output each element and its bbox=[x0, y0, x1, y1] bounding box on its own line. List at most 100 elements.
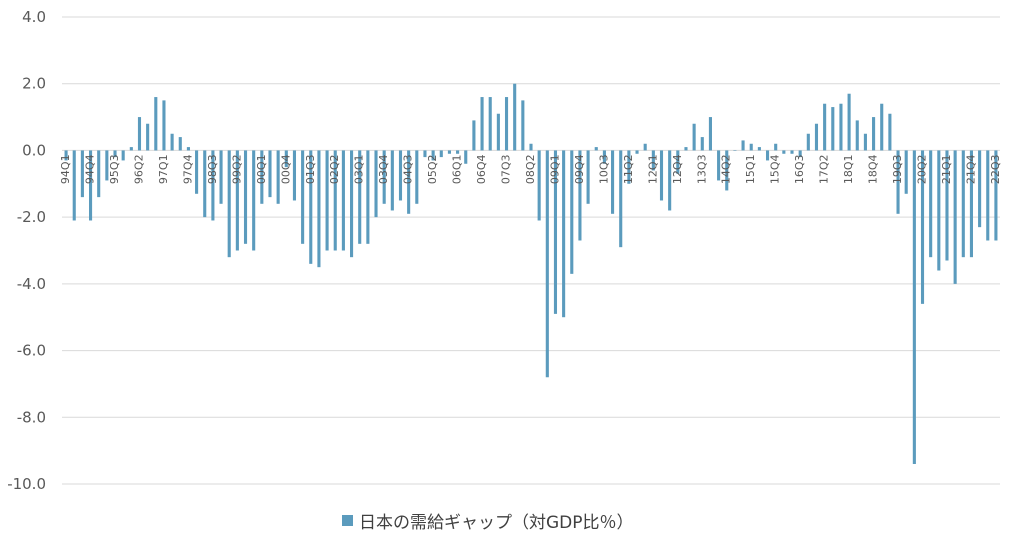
bar bbox=[333, 150, 337, 251]
x-tick-label: 07Q3 bbox=[500, 154, 513, 184]
bar bbox=[749, 143, 753, 151]
bar bbox=[896, 150, 900, 214]
bar bbox=[186, 147, 190, 151]
x-tick-label: 00Q4 bbox=[279, 154, 292, 184]
bar bbox=[880, 103, 884, 151]
x-tick-label: 06Q1 bbox=[451, 154, 464, 184]
bar bbox=[162, 100, 166, 151]
x-tick-label: 21Q4 bbox=[964, 154, 977, 184]
bar bbox=[700, 137, 704, 151]
bar bbox=[529, 143, 533, 151]
bar bbox=[219, 150, 223, 204]
x-tick-label: 15Q4 bbox=[769, 154, 782, 184]
bar bbox=[806, 133, 810, 151]
x-tick-label: 97Q4 bbox=[181, 154, 194, 184]
x-tick-label: 12Q4 bbox=[671, 154, 684, 184]
bar bbox=[912, 150, 916, 464]
bar bbox=[195, 150, 199, 194]
x-tick-label: 08Q2 bbox=[524, 154, 537, 184]
x-tick-label: 03Q1 bbox=[353, 154, 366, 184]
bar bbox=[798, 150, 802, 158]
bar bbox=[586, 150, 590, 204]
bar bbox=[684, 147, 688, 151]
y-tick-label: 4.0 bbox=[22, 8, 46, 26]
bar bbox=[594, 147, 598, 151]
bar bbox=[814, 123, 819, 151]
bar bbox=[423, 150, 427, 158]
x-tick-label: 13Q3 bbox=[695, 154, 708, 184]
bar bbox=[537, 150, 541, 221]
x-tick-label: 09Q1 bbox=[548, 154, 561, 184]
bar bbox=[105, 150, 109, 181]
bar bbox=[488, 97, 492, 151]
x-tick-label: 21Q1 bbox=[940, 154, 953, 184]
bar bbox=[619, 150, 623, 248]
bar bbox=[284, 150, 288, 168]
y-axis-tick-labels: 4.0 2.0 0.0 -2.0 -4.0 -6.0 -8.0 -10.0 bbox=[7, 8, 46, 493]
x-tick-label: 18Q1 bbox=[842, 154, 855, 184]
bar bbox=[317, 150, 321, 268]
bar bbox=[782, 150, 786, 154]
x-tick-label: 00Q1 bbox=[255, 154, 268, 184]
bar bbox=[113, 150, 117, 158]
x-tick-label: 18Q4 bbox=[867, 154, 880, 184]
bar bbox=[611, 150, 615, 214]
bar bbox=[350, 150, 354, 258]
bar bbox=[765, 150, 770, 161]
bar bbox=[937, 150, 941, 271]
y-tick-label: -6.0 bbox=[17, 342, 46, 360]
bar bbox=[994, 150, 998, 241]
bar bbox=[831, 107, 835, 151]
bar bbox=[137, 117, 142, 151]
x-tick-label: 22Q3 bbox=[989, 154, 1002, 184]
bar bbox=[708, 117, 712, 151]
bar bbox=[366, 150, 370, 244]
bar bbox=[627, 150, 631, 184]
x-tick-label: 97Q1 bbox=[157, 154, 170, 184]
bar bbox=[80, 150, 84, 198]
bar bbox=[439, 150, 443, 158]
bar bbox=[301, 150, 305, 244]
bar bbox=[953, 150, 957, 284]
bar bbox=[562, 150, 566, 318]
bar bbox=[97, 150, 101, 198]
bar bbox=[309, 150, 313, 264]
bar bbox=[888, 113, 892, 151]
legend: 日本の需給ギャップ（対GDP比％） bbox=[342, 508, 634, 533]
x-tick-label: 98Q3 bbox=[206, 154, 219, 184]
x-tick-label: 99Q2 bbox=[230, 154, 243, 184]
x-tick-label: 19Q3 bbox=[891, 154, 904, 184]
bar bbox=[243, 150, 248, 244]
y-tick-label: 2.0 bbox=[22, 75, 46, 93]
x-tick-label: 17Q2 bbox=[818, 154, 831, 184]
bar bbox=[325, 150, 329, 251]
bar bbox=[88, 150, 93, 221]
bar bbox=[651, 150, 655, 171]
x-tick-label: 11Q2 bbox=[622, 154, 635, 184]
bar bbox=[847, 93, 851, 151]
bar bbox=[872, 117, 876, 151]
x-tick-label: 02Q2 bbox=[328, 154, 341, 184]
y-tick-label: -4.0 bbox=[17, 275, 46, 293]
bar bbox=[945, 150, 949, 261]
x-tick-label: 03Q4 bbox=[377, 154, 390, 184]
bar bbox=[227, 150, 231, 258]
bar bbox=[374, 150, 378, 218]
bar bbox=[969, 150, 974, 258]
bar bbox=[398, 150, 403, 201]
x-tick-label: 95Q3 bbox=[108, 154, 121, 184]
x-tick-label: 15Q1 bbox=[744, 154, 757, 184]
x-tick-label: 01Q3 bbox=[304, 154, 317, 184]
x-tick-label: 94Q1 bbox=[59, 154, 72, 184]
x-tick-label: 14Q2 bbox=[720, 154, 733, 184]
bar bbox=[64, 150, 68, 161]
y-tick-label: 0.0 bbox=[22, 141, 46, 159]
bar bbox=[863, 133, 867, 151]
bar bbox=[431, 150, 435, 161]
bar bbox=[390, 150, 394, 211]
bar bbox=[121, 150, 125, 161]
bar bbox=[382, 150, 386, 204]
bar bbox=[741, 140, 745, 151]
bar bbox=[480, 97, 484, 151]
